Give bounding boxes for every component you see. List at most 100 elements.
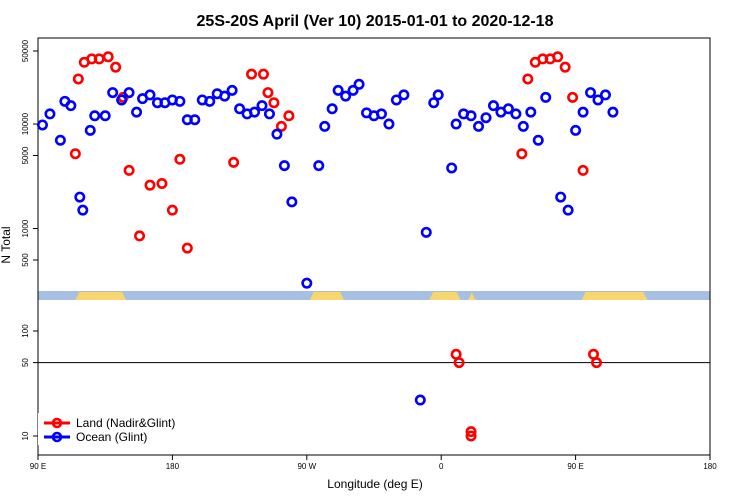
ocean-point-32 xyxy=(271,128,283,140)
ocean-point-51 xyxy=(428,97,440,109)
ocean-point-47 xyxy=(390,94,402,106)
ocean-point-57 xyxy=(473,120,485,132)
y-tick-label: 500 xyxy=(21,253,30,267)
ocean-point-61 xyxy=(502,103,514,115)
ocean-point-48 xyxy=(398,89,410,101)
ocean-point-62 xyxy=(510,108,522,120)
land-point-33 xyxy=(567,91,579,103)
ocean-point-66 xyxy=(540,91,552,103)
land-point-10 xyxy=(144,179,156,191)
ocean-point-58 xyxy=(480,112,492,124)
land-point-31 xyxy=(552,51,564,63)
ocean-point-12 xyxy=(123,87,135,99)
legend-ocean-marker xyxy=(51,431,63,443)
ocean-point-68 xyxy=(562,204,574,216)
legend-ocean-label: Ocean (Glint) xyxy=(76,430,147,444)
land-point-20 xyxy=(275,120,287,132)
ocean-point-2 xyxy=(54,134,66,146)
land-point-1 xyxy=(72,73,84,85)
data-points xyxy=(36,51,619,442)
ocean-point-38 xyxy=(326,103,338,115)
ocean-point-26 xyxy=(226,84,238,96)
land-point-24 xyxy=(465,426,477,438)
ocean-point-19 xyxy=(174,95,186,107)
axes: 90 E 180 90 W 0 90 E 180 500 1000 5000 10000 50000… xyxy=(21,37,717,471)
ocean-point-25 xyxy=(219,90,231,102)
ocean-point-33 xyxy=(278,160,290,172)
legend: Land (Nadir&Glint) Ocean (Glint) xyxy=(38,413,193,445)
land-point-32 xyxy=(559,61,571,73)
ocean-point-64 xyxy=(525,106,537,118)
ocean-point-15 xyxy=(144,89,156,101)
map-ocean-band xyxy=(38,291,710,300)
land-point-27 xyxy=(522,73,534,85)
ocean-point-4 xyxy=(65,100,77,112)
ocean-point-71 xyxy=(585,87,597,99)
y-tick-label: 10000 xyxy=(21,112,30,135)
y-axis-label: N Total xyxy=(0,226,13,263)
land-point-15 xyxy=(228,156,240,168)
land-point-11 xyxy=(156,177,168,189)
ocean-point-5 xyxy=(74,191,86,203)
land-point-12 xyxy=(166,204,178,216)
y-tick-label: 100 xyxy=(21,324,30,338)
map-land-region-3 xyxy=(468,292,476,300)
ocean-point-21 xyxy=(189,114,201,126)
land-point-18 xyxy=(262,87,274,99)
land-point-0 xyxy=(69,148,81,160)
coastline-map-strip xyxy=(38,291,710,300)
land-point-25 xyxy=(465,430,477,442)
ocean-point-73 xyxy=(599,89,611,101)
ocean-point-7 xyxy=(84,124,96,136)
land-point-34 xyxy=(577,164,589,176)
ocean-point-39 xyxy=(332,84,344,96)
ocean-point-72 xyxy=(592,94,604,106)
ocean-point-6 xyxy=(77,204,89,216)
y-tick-label: 5000 xyxy=(21,146,30,164)
ocean-point-27 xyxy=(234,103,246,115)
ocean-point-35 xyxy=(301,277,313,289)
land-point-14 xyxy=(181,242,193,254)
y-tick-label: 50 xyxy=(21,358,30,367)
ocean-point-23 xyxy=(204,95,216,107)
map-land-region-0 xyxy=(75,292,127,300)
ocean-point-10 xyxy=(107,87,119,99)
ocean-point-41 xyxy=(347,84,359,96)
x-tick-label: 180 xyxy=(703,462,717,471)
legend-land-label: Land (Nadir&Glint) xyxy=(76,416,175,430)
land-point-13 xyxy=(174,153,186,165)
ocean-point-49 xyxy=(414,394,426,406)
ocean-point-74 xyxy=(607,106,619,118)
ocean-point-45 xyxy=(375,108,387,120)
ocean-point-53 xyxy=(446,162,458,174)
land-point-8 xyxy=(123,164,135,176)
ocean-point-50 xyxy=(420,226,432,238)
land-point-21 xyxy=(283,110,295,122)
ocean-point-36 xyxy=(313,160,325,172)
ocean-point-30 xyxy=(256,100,268,112)
y-tick-label: 50000 xyxy=(21,39,30,62)
ocean-point-70 xyxy=(577,106,589,118)
legend-background xyxy=(38,413,193,445)
ocean-point-59 xyxy=(487,100,499,112)
legend-land-marker xyxy=(51,417,63,429)
ocean-point-40 xyxy=(340,90,352,102)
land-point-9 xyxy=(134,230,146,242)
ocean-point-9 xyxy=(99,110,111,122)
ocean-point-29 xyxy=(249,106,261,118)
ocean-point-65 xyxy=(532,134,544,146)
land-point-26 xyxy=(516,148,528,160)
plot-frame xyxy=(37,37,711,456)
x-tick-label: 90 E xyxy=(30,462,46,471)
ocean-point-46 xyxy=(383,118,395,130)
x-tick-label: 90 E xyxy=(567,462,583,471)
ocean-point-0 xyxy=(36,119,48,131)
ocean-point-8 xyxy=(89,110,101,122)
ocean-point-54 xyxy=(450,118,462,130)
ocean-point-42 xyxy=(353,78,365,90)
x-tick-label: 180 xyxy=(166,462,180,471)
ocean-point-63 xyxy=(517,120,529,132)
land-point-16 xyxy=(246,68,258,80)
